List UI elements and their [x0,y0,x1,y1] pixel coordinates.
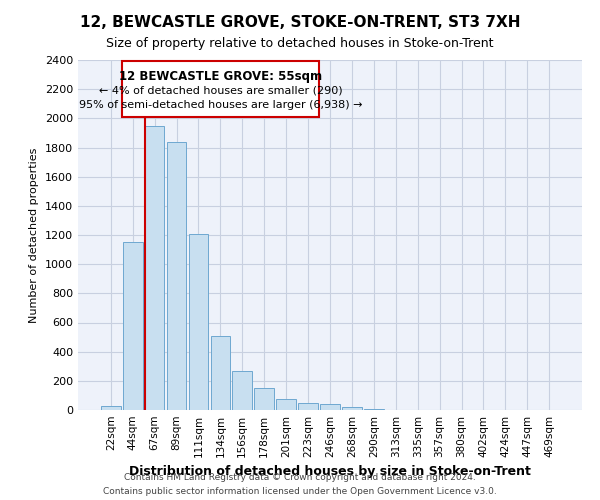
Bar [188,234,208,410]
Bar [298,402,318,410]
Text: 95% of semi-detached houses are larger (6,938) →: 95% of semi-detached houses are larger (… [79,100,362,110]
Bar [276,398,296,410]
Bar [167,142,187,410]
X-axis label: Distribution of detached houses by size in Stoke-on-Trent: Distribution of detached houses by size … [129,466,531,478]
Bar [123,242,143,410]
Bar [101,406,121,410]
Bar [342,408,362,410]
Bar [320,404,340,410]
Text: 12, BEWCASTLE GROVE, STOKE-ON-TRENT, ST3 7XH: 12, BEWCASTLE GROVE, STOKE-ON-TRENT, ST3… [80,15,520,30]
Text: 12 BEWCASTLE GROVE: 55sqm: 12 BEWCASTLE GROVE: 55sqm [119,70,322,83]
FancyBboxPatch shape [122,62,319,117]
Text: ← 4% of detached houses are smaller (290): ← 4% of detached houses are smaller (290… [98,86,342,96]
Y-axis label: Number of detached properties: Number of detached properties [29,148,40,322]
Bar [211,336,230,410]
Text: Contains HM Land Registry data © Crown copyright and database right 2024.: Contains HM Land Registry data © Crown c… [124,472,476,482]
Text: Size of property relative to detached houses in Stoke-on-Trent: Size of property relative to detached ho… [106,38,494,51]
Bar [232,372,252,410]
Text: Contains public sector information licensed under the Open Government Licence v3: Contains public sector information licen… [103,488,497,496]
Bar [254,388,274,410]
Bar [145,126,164,410]
